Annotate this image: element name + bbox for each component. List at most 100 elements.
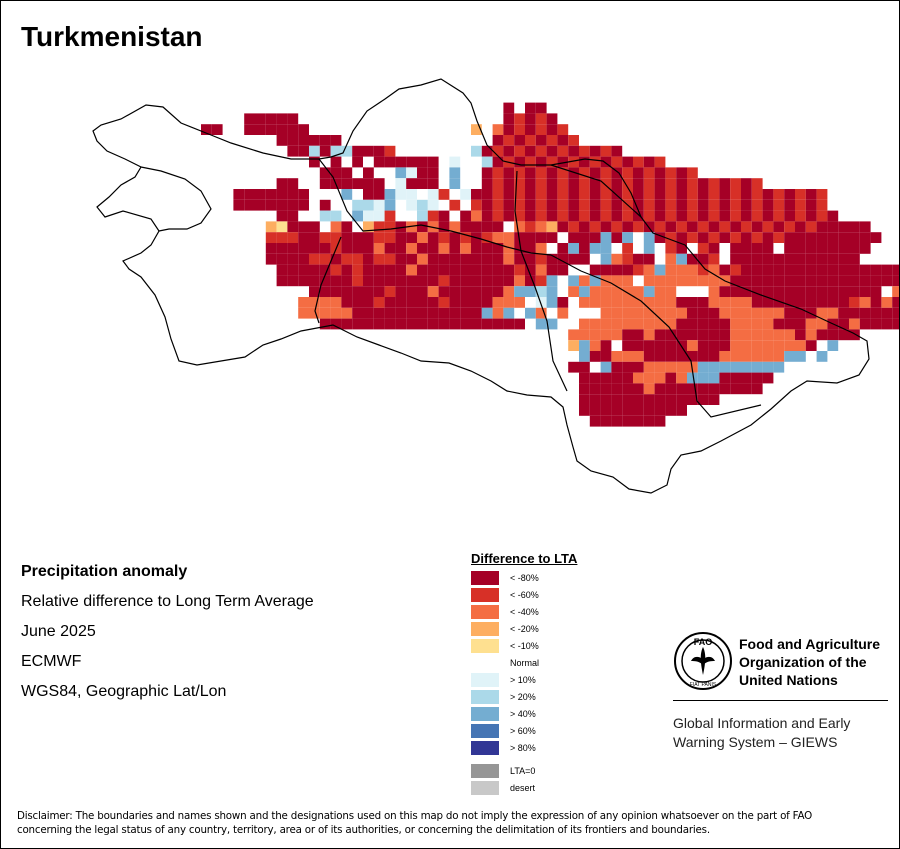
grid-cell xyxy=(373,307,385,319)
grid-cell xyxy=(460,253,471,265)
grid-cell xyxy=(427,189,439,200)
grid-cell xyxy=(492,167,504,179)
grid-cell xyxy=(773,253,785,265)
grid-cell xyxy=(438,318,450,330)
grid-cell xyxy=(676,275,687,287)
grid-cell xyxy=(535,189,547,200)
grid-cell xyxy=(557,210,569,222)
grid-cell xyxy=(363,167,374,179)
grid-cell xyxy=(406,275,417,287)
grid-cell xyxy=(730,189,741,200)
grid-cell xyxy=(449,275,461,287)
grid-cell xyxy=(600,264,612,276)
grid-cell xyxy=(330,232,342,243)
grid-cell xyxy=(341,178,353,189)
grid-cell xyxy=(719,264,731,276)
grid-cell xyxy=(838,286,849,297)
legend-swatch xyxy=(471,673,499,687)
grid-cell xyxy=(481,210,493,222)
disclaimer-line1: Disclaimer: The boundaries and names sho… xyxy=(17,810,813,822)
grid-cell xyxy=(579,340,590,351)
grid-cell xyxy=(676,199,687,211)
grid-cell xyxy=(708,232,720,243)
grid-cell xyxy=(514,113,525,125)
grid-cell xyxy=(795,232,806,243)
grid-cell xyxy=(525,286,536,297)
grid-cell xyxy=(352,243,363,254)
grid-cell xyxy=(762,286,774,297)
grid-cell xyxy=(881,307,893,319)
grid-cell xyxy=(481,275,493,287)
grid-cell xyxy=(643,372,655,384)
grid-cell xyxy=(579,372,590,384)
grid-cell xyxy=(265,253,277,265)
grid-cell xyxy=(730,286,741,297)
grid-cell xyxy=(330,210,342,222)
grid-cell xyxy=(557,264,569,276)
grid-cell xyxy=(741,275,752,287)
grid-cell xyxy=(827,264,839,276)
grid-cell xyxy=(319,264,331,276)
grid-cell xyxy=(276,275,288,287)
grid-cell xyxy=(762,221,774,233)
grid-cell xyxy=(795,199,806,211)
grid-cell xyxy=(697,372,709,384)
grid-cell xyxy=(503,275,515,287)
grid-cell xyxy=(892,297,899,308)
grid-cell xyxy=(589,199,601,211)
grid-cell xyxy=(427,167,439,179)
grid-cell xyxy=(676,372,687,384)
grid-cell xyxy=(535,318,547,330)
grid-cell xyxy=(525,307,536,319)
grid-cell xyxy=(265,232,277,243)
grid-cell xyxy=(611,199,623,211)
grid-cell xyxy=(546,124,558,135)
grid-cell xyxy=(849,232,860,243)
grid-cell xyxy=(352,297,363,308)
grid-cell xyxy=(557,145,569,157)
grid-cell xyxy=(654,329,666,341)
grid-cell xyxy=(708,372,720,384)
grid-cell xyxy=(687,178,698,189)
grid-cell xyxy=(535,113,547,125)
grid-cell xyxy=(363,275,374,287)
grid-cell xyxy=(687,210,698,222)
grid-cell xyxy=(622,405,633,416)
grid-cell xyxy=(805,329,817,341)
grid-cell xyxy=(633,372,644,384)
grid-cell xyxy=(633,307,644,319)
grid-cell xyxy=(546,264,558,276)
grid-cell xyxy=(784,351,795,362)
grid-cell xyxy=(600,178,612,189)
grid-cell xyxy=(719,210,731,222)
grid-cell xyxy=(697,199,709,211)
grid-cell xyxy=(384,210,396,222)
grid-cell xyxy=(373,297,385,308)
grid-cell xyxy=(330,307,342,319)
grid-cell xyxy=(384,286,396,297)
grid-cell xyxy=(427,297,439,308)
grid-cell xyxy=(633,210,644,222)
grid-cell xyxy=(762,264,774,276)
grid-cell xyxy=(784,199,795,211)
grid-cell xyxy=(384,232,396,243)
grid-cell xyxy=(384,264,396,276)
grid-cell xyxy=(503,199,515,211)
legend-swatch xyxy=(471,764,499,778)
grid-cell xyxy=(816,253,828,265)
grid-cell xyxy=(546,210,558,222)
grid-cell xyxy=(568,286,579,297)
grid-cell xyxy=(395,264,407,276)
grid-cell xyxy=(363,286,374,297)
grid-cell xyxy=(665,275,677,287)
grid-cell xyxy=(665,318,677,330)
grid-cell xyxy=(589,351,601,362)
grid-cell xyxy=(492,232,504,243)
grid-cell xyxy=(341,243,353,254)
grid-cell xyxy=(633,156,644,168)
grid-cell xyxy=(427,156,439,168)
grid-cell xyxy=(309,264,320,276)
grid-cell xyxy=(373,264,385,276)
info-period: June 2025 xyxy=(21,623,96,640)
grid-cell xyxy=(838,307,849,319)
